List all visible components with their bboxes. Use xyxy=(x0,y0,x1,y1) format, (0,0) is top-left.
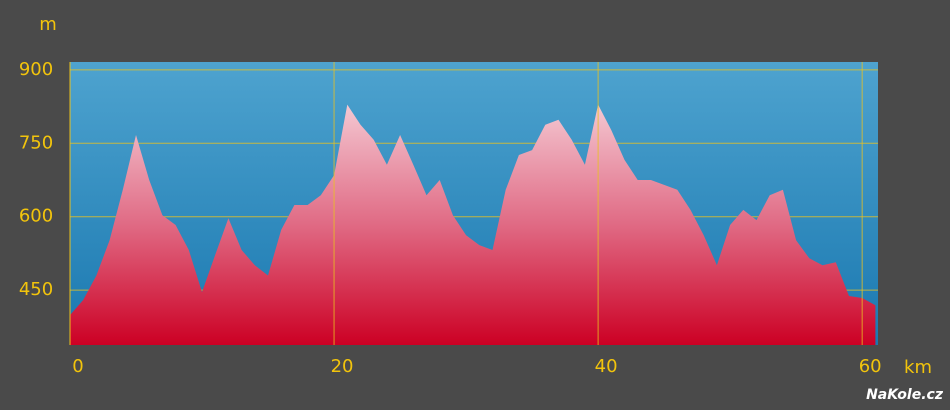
elevation-area xyxy=(70,104,876,345)
y-unit: m xyxy=(39,14,57,35)
x-tick-label: 20 xyxy=(331,356,354,377)
y-tick-label: 900 xyxy=(19,59,53,80)
y-tick-label: 450 xyxy=(19,279,53,300)
y-tick-label: 600 xyxy=(19,206,53,227)
y-tick-label: 750 xyxy=(19,132,53,153)
x-tick-label: 60 xyxy=(859,356,882,377)
x-tick-label: 40 xyxy=(595,356,618,377)
x-tick-label: 0 xyxy=(72,356,83,377)
x-unit: km xyxy=(904,357,932,378)
watermark: NaKole.cz xyxy=(866,387,944,403)
